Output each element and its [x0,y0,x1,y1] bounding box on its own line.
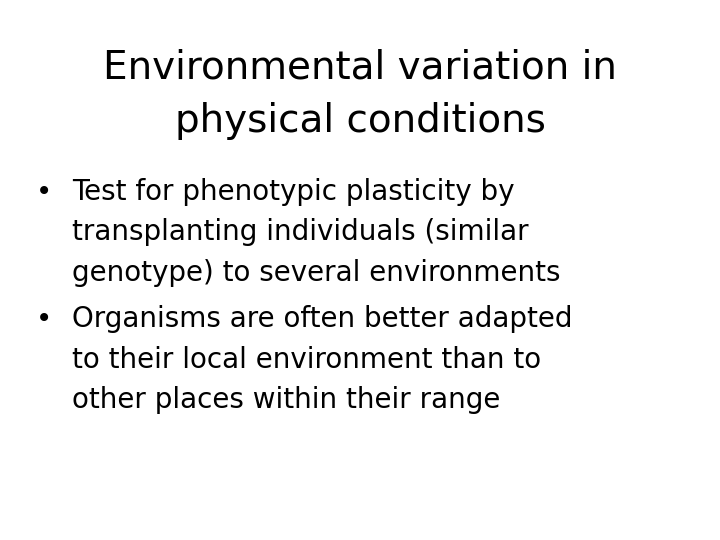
Text: physical conditions: physical conditions [174,103,546,140]
Text: •: • [36,178,53,206]
Text: •: • [36,305,53,333]
Text: Organisms are often better adapted: Organisms are often better adapted [72,305,572,333]
Text: Test for phenotypic plasticity by: Test for phenotypic plasticity by [72,178,515,206]
Text: other places within their range: other places within their range [72,386,500,414]
Text: transplanting individuals (similar: transplanting individuals (similar [72,218,528,246]
Text: genotype) to several environments: genotype) to several environments [72,259,560,287]
Text: to their local environment than to: to their local environment than to [72,346,541,374]
Text: Environmental variation in: Environmental variation in [103,49,617,86]
